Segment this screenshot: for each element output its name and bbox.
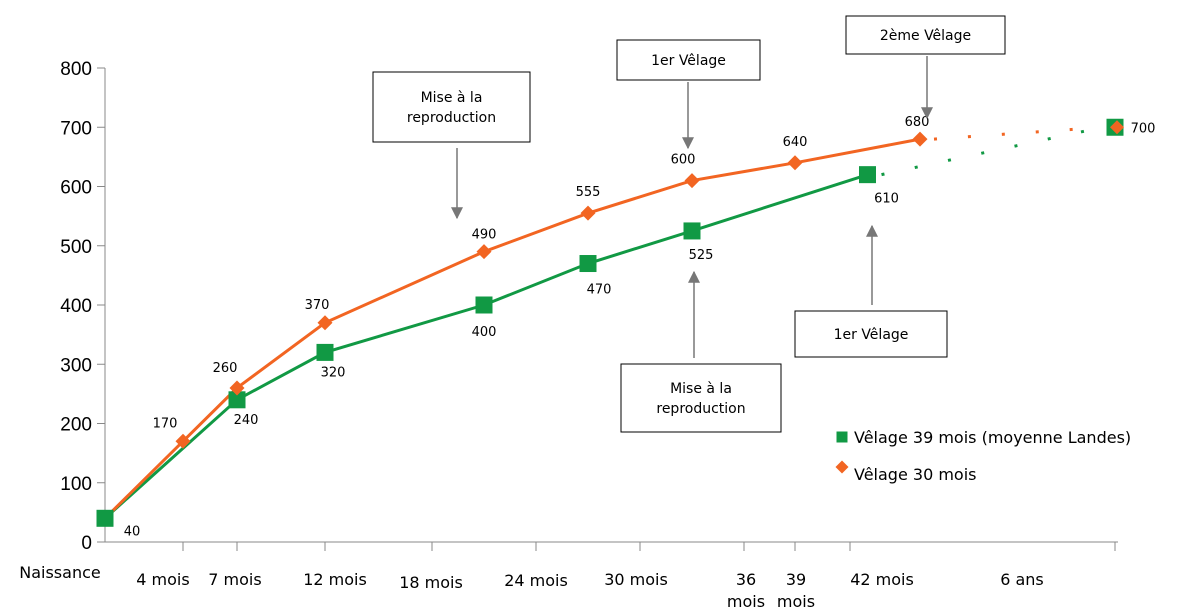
annotation-text: Mise à la [670, 381, 732, 397]
x-tick-label: 18 mois [399, 573, 463, 592]
data-label: 600 [671, 153, 696, 168]
data-label: 700 [1131, 121, 1156, 136]
y-tick-label: 400 [60, 296, 92, 317]
data-label: 525 [689, 248, 714, 263]
y-tick-label: 800 [60, 59, 92, 80]
annotation-text: 2ème Vêlage [880, 28, 971, 44]
diamond-marker [1110, 120, 1124, 135]
data-label: 610 [874, 192, 899, 207]
square-marker [683, 222, 701, 240]
x-tick-label: 24 mois [504, 571, 568, 590]
square-marker [859, 166, 876, 184]
y-tick-label: 600 [60, 178, 92, 199]
annotations: Mise à la reproduction 1er Vêlage 2ème Vêla… [372, 15, 1006, 433]
data-labels: 40 240 320 400 470 525 610 170 260 370 490 555 600 64… [124, 115, 1156, 539]
annotation-text: 1er Vêlage [834, 327, 909, 343]
data-label: 490 [472, 228, 497, 243]
annotation-box [372, 71, 531, 143]
square-marker [475, 296, 493, 314]
data-label: 680 [905, 115, 930, 130]
square-marker [228, 391, 246, 409]
annotation-text: reproduction [656, 401, 745, 417]
annotation-box [794, 310, 948, 358]
axes: 0 100 200 300 400 500 600 700 800 Naissance 4 mois… [19, 59, 1118, 611]
annotation-text: Mise à la [421, 90, 483, 106]
legend: Vêlage 39 mois (moyenne Landes) Vêlage 30… [835, 428, 1131, 484]
data-label: 260 [213, 361, 238, 376]
annotation-box [620, 363, 782, 433]
data-label: 640 [783, 135, 808, 150]
diamond-marker [912, 131, 928, 147]
annotation-box [616, 39, 761, 81]
y-tick-label: 700 [60, 118, 92, 139]
legend-green-swatch [836, 431, 848, 443]
y-tick-label: 200 [60, 415, 92, 436]
diamond-marker [229, 380, 245, 396]
diamond-marker [476, 244, 492, 260]
diamond-marker [317, 315, 333, 331]
y-tick-label: 300 [60, 355, 92, 376]
diamond-marker [580, 205, 596, 221]
legend-label: Vêlage 30 mois [854, 465, 976, 484]
annotation-box [845, 15, 1006, 55]
data-label: 470 [587, 283, 612, 298]
x-tick-label: 4 mois [136, 570, 189, 589]
series-projection-1 [933, 125, 1104, 141]
x-tick-label: 42 mois [850, 570, 914, 589]
square-marker [96, 509, 114, 527]
data-label: 555 [576, 185, 601, 200]
square-marker [316, 343, 334, 361]
y-tick-label: 500 [60, 237, 92, 258]
diamond-marker [175, 433, 191, 449]
annotation-text: 1er Vêlage [651, 53, 726, 69]
square-marker [579, 255, 597, 273]
annotation-text: reproduction [407, 110, 496, 126]
legend-label: Vêlage 39 mois (moyenne Landes) [854, 428, 1131, 447]
diamond-marker [684, 173, 700, 189]
data-label: 40 [124, 524, 141, 539]
x-tick-label: 30 mois [604, 570, 668, 589]
y-tick-label: 0 [81, 533, 92, 554]
legend-orange-swatch [835, 460, 849, 474]
y-tick-label: 100 [60, 474, 92, 495]
diamond-marker [787, 155, 803, 171]
data-label: 170 [153, 416, 178, 431]
x-tick-label: 6 ans [1000, 570, 1044, 589]
series-line-0 [103, 173, 868, 520]
data-label: 370 [305, 298, 330, 313]
series-projection-0 [881, 125, 1104, 177]
data-label: 400 [472, 325, 497, 340]
data-label: 240 [234, 413, 259, 428]
data-label: 320 [321, 365, 346, 380]
x-tick-label: Naissance [19, 563, 100, 582]
series-markers [96, 118, 1124, 527]
x-tick-label: 7 mois [208, 570, 261, 589]
x-tick-label: 39 mois [777, 570, 815, 611]
x-tick-label: 12 mois [303, 570, 367, 589]
series-lines [103, 125, 1104, 520]
x-tick-label: 36 mois [727, 570, 765, 611]
